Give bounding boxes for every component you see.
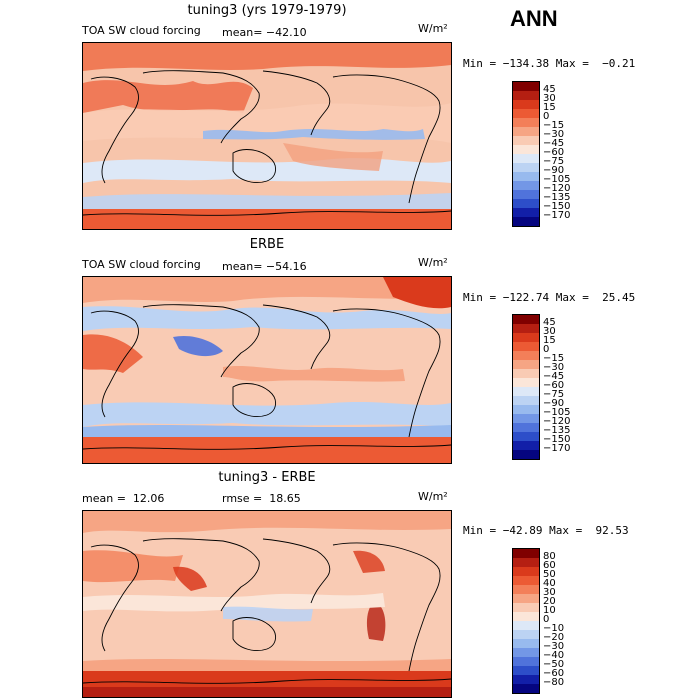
colorbar-tick: −90: [543, 398, 565, 409]
colorbar-tick: −45: [543, 371, 565, 382]
panel-1-colorbar: [512, 81, 540, 227]
colorbar-tick: −170: [543, 210, 571, 221]
colorbar-tick: −135: [543, 425, 571, 436]
colorbar-tick: −30: [543, 641, 565, 652]
panel-3-rmse: rmse = 18.65: [222, 492, 301, 505]
colorbar-tick: −105: [543, 407, 571, 418]
colorbar-tick: 45: [543, 317, 556, 328]
colorbar-tick: −105: [543, 174, 571, 185]
colorbar-tick: −90: [543, 165, 565, 176]
colorbar-tick: 15: [543, 102, 556, 113]
colorbar-tick: −30: [543, 362, 565, 373]
panel-1-units: W/m²: [418, 22, 448, 35]
colorbar-tick: 30: [543, 93, 556, 104]
colorbar-tick: −75: [543, 389, 565, 400]
panel-2-minmax: Min = −122.74 Max = 25.45: [463, 291, 636, 304]
panel-1-field: [83, 43, 451, 229]
colorbar-tick: −80: [543, 677, 565, 688]
colorbar-tick: 40: [543, 578, 556, 589]
panel-3-colorbar-ticks: 80 60 50 40 30 20 10 0 −10 −20 −30 −40 −…: [543, 551, 564, 688]
panel-3-minmax: Min = −42.89 Max = 92.53: [463, 524, 629, 537]
panel-1-title: tuning3 (yrs 1979-1979): [187, 3, 347, 18]
panel-3-units: W/m²: [418, 490, 448, 503]
panel-2-map: [82, 276, 452, 464]
colorbar-tick: −75: [543, 156, 565, 167]
colorbar-tick: −50: [543, 659, 565, 670]
colorbar-tick: −45: [543, 138, 565, 149]
colorbar-tick: −15: [543, 353, 565, 364]
colorbar-tick: 30: [543, 326, 556, 337]
colorbar-tick: −60: [543, 380, 565, 391]
colorbar-tick: −150: [543, 201, 571, 212]
panel-1-variable: TOA SW cloud forcing: [82, 24, 201, 37]
panel-2-colorbar: [512, 314, 540, 460]
panel-3-mean: mean = 12.06: [82, 492, 165, 505]
colorbar-tick: 10: [543, 605, 556, 616]
colorbar-tick: −60: [543, 668, 565, 679]
panel-1-mean: mean= −42.10: [222, 26, 307, 39]
colorbar-tick: −150: [543, 434, 571, 445]
colorbar-tick: 0: [543, 111, 550, 122]
colorbar-tick: −60: [543, 147, 565, 158]
colorbar-tick: −170: [543, 443, 571, 454]
colorbar-tick: −135: [543, 192, 571, 203]
panel-2-title: ERBE: [249, 237, 285, 252]
colorbar-tick: −10: [543, 623, 565, 634]
panel-2-mean: mean= −54.16: [222, 260, 307, 273]
colorbar-tick: 80: [543, 551, 556, 562]
colorbar-tick: 15: [543, 335, 556, 346]
panel-3-colorbar: [512, 548, 540, 694]
colorbar-tick: 20: [543, 596, 556, 607]
panel-2-variable: TOA SW cloud forcing: [82, 258, 201, 271]
colorbar-tick: −120: [543, 416, 571, 427]
colorbar-tick: 30: [543, 587, 556, 598]
panel-3-field: [83, 511, 451, 697]
panel-1-minmax: Min = −134.38 Max = −0.21: [463, 57, 636, 70]
colorbar-tick: −30: [543, 129, 565, 140]
colorbar-tick: −15: [543, 120, 565, 131]
colorbar-tick: 60: [543, 560, 556, 571]
season-label: ANN: [510, 6, 558, 31]
panel-1-map: [82, 42, 452, 230]
panel-1-coastlines: [90, 70, 441, 204]
colorbar-tick: 0: [543, 344, 550, 355]
panel-2-units: W/m²: [418, 256, 448, 269]
panel-1-colorbar-ticks: 45 30 15 0 −15 −30 −45 −60 −75 −90 −105 …: [543, 84, 570, 221]
panel-3-coastlines: [90, 538, 441, 672]
panel-2-colorbar-ticks: 45 30 15 0 −15 −30 −45 −60 −75 −90 −105 …: [543, 317, 570, 454]
panel-2-field: [83, 277, 451, 463]
colorbar-tick: −120: [543, 183, 571, 194]
panel-3-map: [82, 510, 452, 698]
colorbar-tick: 50: [543, 569, 556, 580]
colorbar-tick: 0: [543, 614, 550, 625]
colorbar-tick: 45: [543, 84, 556, 95]
colorbar-tick: −40: [543, 650, 565, 661]
colorbar-tick: −20: [543, 632, 565, 643]
panel-2-coastlines: [90, 304, 441, 438]
panel-3-title: tuning3 - ERBE: [218, 470, 316, 485]
